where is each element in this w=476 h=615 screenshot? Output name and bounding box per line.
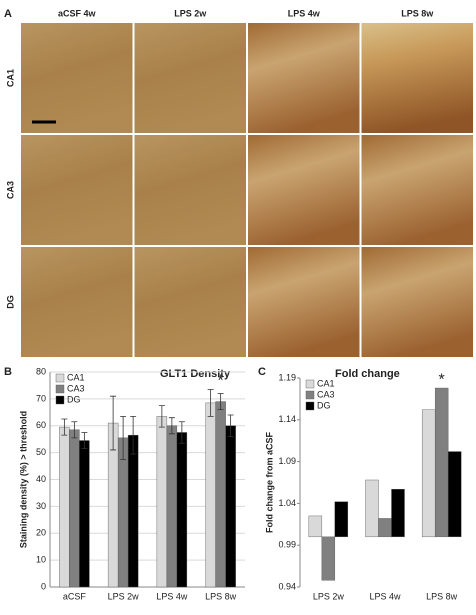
micrograph [21, 135, 133, 245]
error-bar [227, 414, 234, 437]
bar [447, 451, 462, 538]
y-tick-label: 1.04 [278, 498, 296, 508]
legend-label: CA1 [67, 372, 85, 382]
legend-label: DG [317, 400, 331, 410]
y-tick-label: 0 [41, 581, 46, 591]
micrograph [134, 247, 246, 357]
error-bar [217, 393, 224, 411]
row-label: CA3 [5, 181, 15, 199]
column-header: LPS 2w [174, 8, 207, 18]
error-bar [178, 421, 185, 444]
bar [215, 401, 226, 588]
legend-swatch [55, 395, 65, 405]
error-bar [110, 395, 117, 451]
y-tick-label: 40 [36, 474, 46, 484]
y-tick-label: 70 [36, 393, 46, 403]
micrograph [134, 23, 246, 133]
bar [365, 479, 379, 538]
error-bar [81, 432, 88, 449]
x-tick-label: LPS 8w [205, 591, 237, 601]
column-header: LPS 8w [401, 8, 434, 18]
x-tick-label: LPS 4w [156, 591, 188, 601]
x-tick-label: LPS 4w [369, 591, 401, 601]
micrograph [361, 23, 473, 133]
row-label: DG [5, 295, 15, 309]
panel-label: C [258, 366, 266, 378]
micrograph [248, 247, 360, 357]
bar [421, 409, 436, 538]
legend-swatch [55, 373, 65, 383]
legend-label: CA3 [67, 383, 85, 393]
error-bar [158, 405, 165, 428]
y-tick-label: 10 [36, 555, 46, 565]
x-tick-label: LPS 2w [108, 591, 140, 601]
micrograph [21, 247, 133, 357]
error-bar [61, 418, 68, 436]
micrograph [134, 135, 246, 245]
bar [127, 434, 139, 588]
y-axis-label: Fold change from aCSF [264, 431, 274, 533]
column-header: aCSF 4w [58, 8, 97, 18]
legend-label: DG [67, 394, 81, 404]
legend-swatch [55, 384, 65, 394]
annotation: * [218, 373, 224, 390]
chart-title: GLT1 Density [160, 368, 231, 380]
panel-label: B [4, 366, 12, 378]
legend-label: CA1 [317, 378, 335, 388]
bar [79, 440, 90, 588]
x-tick-label: aCSF [63, 591, 87, 601]
bar [117, 437, 129, 588]
error-bar [130, 415, 137, 455]
bar [156, 416, 168, 588]
chart-title: Fold change [335, 368, 400, 380]
y-tick-label: 1.09 [278, 456, 296, 466]
x-tick-label: LPS 2w [313, 591, 345, 601]
y-tick-label: 30 [36, 501, 46, 511]
error-bar [207, 389, 214, 417]
error-bar [71, 421, 78, 439]
y-tick-label: 20 [36, 528, 46, 538]
y-tick-label: 50 [36, 447, 46, 457]
micrograph [361, 247, 473, 357]
micrograph [248, 135, 360, 245]
bar [176, 432, 188, 588]
bar [334, 501, 349, 538]
annotation: * [439, 371, 445, 388]
legend-swatch [305, 390, 315, 400]
bar [166, 425, 178, 588]
bar [391, 488, 405, 538]
bar [434, 387, 449, 538]
x-tick-label: LPS 8w [426, 591, 458, 601]
micrograph [21, 23, 133, 133]
micrograph [248, 23, 360, 133]
micrograph [361, 135, 473, 245]
y-tick-label: 1.14 [278, 414, 296, 424]
bar [308, 515, 323, 538]
y-tick-label: 1.19 [278, 372, 296, 382]
y-tick-label: 80 [36, 366, 46, 376]
bar [59, 426, 70, 588]
legend-swatch [305, 401, 315, 411]
row-label: CA1 [5, 69, 15, 87]
error-bar [120, 415, 127, 460]
bar [69, 429, 80, 588]
y-axis-label: Staining density (%) > threshold [18, 411, 28, 548]
bar [378, 518, 392, 538]
legend-swatch [305, 379, 315, 389]
error-bar [168, 417, 175, 435]
legend-label: CA3 [317, 389, 335, 399]
bar [321, 536, 336, 581]
bar [225, 425, 236, 588]
column-header: LPS 4w [288, 8, 321, 18]
y-tick-label: 0.94 [278, 581, 296, 591]
bar [205, 402, 216, 588]
y-tick-label: 60 [36, 420, 46, 430]
y-tick-label: 0.99 [278, 540, 296, 550]
panel-label: A [4, 8, 12, 20]
